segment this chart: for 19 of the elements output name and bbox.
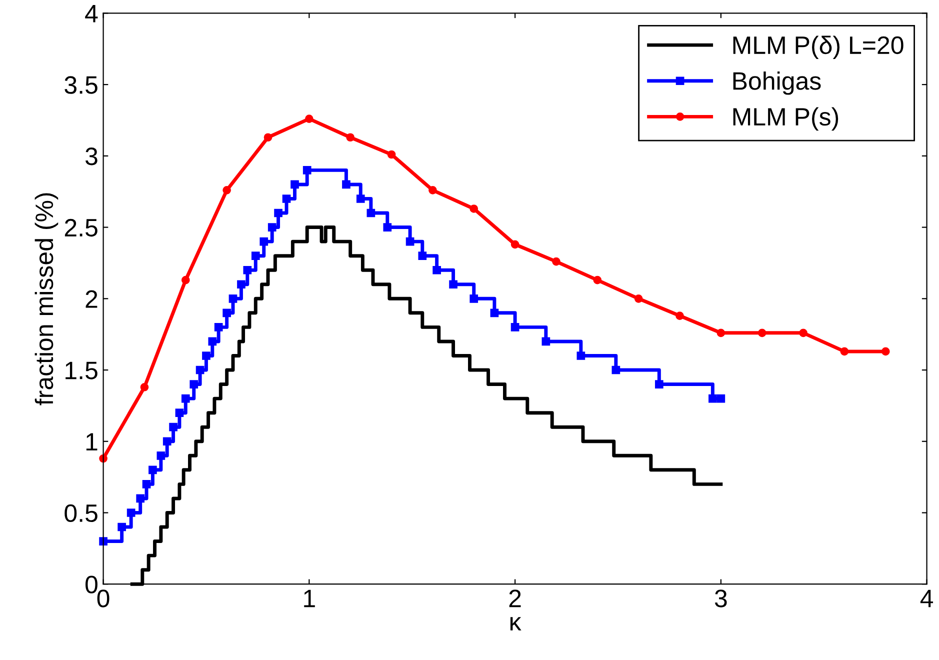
- legend-label: Bohigas: [733, 72, 821, 95]
- x-tick-label: 2: [509, 590, 521, 608]
- x-tick-label: 0: [97, 590, 110, 608]
- x-tick-label: 3: [714, 590, 727, 608]
- x-tick-label: 1: [304, 590, 315, 608]
- legend-label: MLM P(s): [733, 107, 838, 131]
- y-axis-title: fraction missed (%): [34, 193, 58, 406]
- y-tick-label: 2.5: [64, 218, 98, 237]
- y-tick-label: 1.5: [66, 362, 98, 380]
- y-tick-label: 3.5: [64, 76, 98, 94]
- x-axis-title: κ: [510, 617, 522, 630]
- y-tick-label: 2: [86, 290, 98, 308]
- x-tick-label: 4: [920, 590, 934, 608]
- y-tick-label: 1: [86, 433, 98, 450]
- legend-label: MLM P(δ) L=20: [733, 36, 904, 59]
- y-tick-label: 4: [85, 5, 98, 22]
- y-tick-label: 0.5: [64, 504, 98, 522]
- y-tick-label: 3: [85, 148, 98, 166]
- y-tick-label: 0: [86, 576, 98, 594]
